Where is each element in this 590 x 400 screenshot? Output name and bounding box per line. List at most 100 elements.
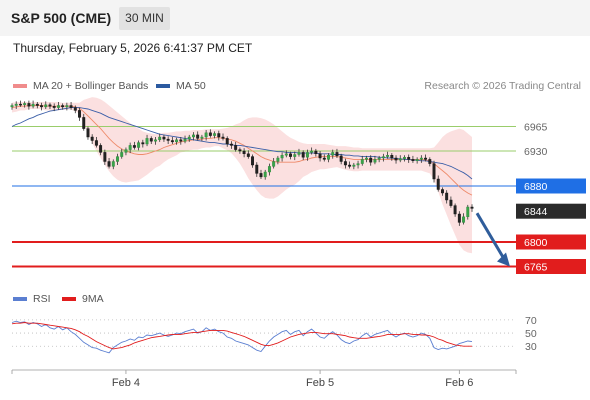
candle-body <box>166 138 170 141</box>
candle-body <box>436 178 440 190</box>
rsi-ma9-line <box>11 322 472 350</box>
candle-body <box>352 164 356 167</box>
candle-body <box>90 136 94 141</box>
candle-body <box>356 163 360 166</box>
legend-ma50-label: MA 50 <box>176 80 206 92</box>
candle-body <box>65 105 69 108</box>
candle-body <box>369 157 373 163</box>
last-price-tag <box>516 203 586 219</box>
candle-body <box>403 157 406 159</box>
candle-body <box>154 139 157 142</box>
candle-body <box>217 133 221 138</box>
time-label-Feb 4: Feb 4 <box>112 377 140 389</box>
level-tag-6765 <box>516 259 586 274</box>
timeframe-button[interactable]: 30 MIN <box>119 7 170 30</box>
candle-body <box>314 150 318 154</box>
candle-body <box>335 152 339 157</box>
candle-body <box>407 157 411 160</box>
candle-body <box>35 103 39 106</box>
candle-body <box>255 164 259 174</box>
candle-body <box>94 140 98 146</box>
candle-body <box>145 138 149 145</box>
candle-body <box>175 139 179 143</box>
candle-body <box>432 163 436 180</box>
candle-body <box>18 103 22 106</box>
candle-body <box>267 166 271 173</box>
candle-body <box>187 136 191 140</box>
candle-body <box>305 152 309 158</box>
bollinger-swatch <box>13 84 27 88</box>
candle-body <box>365 157 368 160</box>
candle-body <box>116 156 119 162</box>
candle-body <box>457 213 461 223</box>
projection-arrow-head <box>497 252 510 267</box>
instrument-title: S&P 500 (CME) <box>11 10 112 26</box>
candle-body <box>107 161 111 167</box>
candle-body <box>48 104 52 107</box>
candle-body <box>343 161 347 166</box>
rsi-level-label-50: 50 <box>525 328 537 340</box>
candle-body <box>398 158 402 161</box>
candle-body <box>310 150 314 153</box>
projection-arrow-shaft <box>475 212 507 262</box>
candle-body <box>208 132 212 136</box>
legend-ma9: 9MA <box>62 293 104 305</box>
candle-body <box>52 105 56 108</box>
candle-body <box>441 189 444 194</box>
candle-body <box>31 103 35 107</box>
rsi-swatch <box>13 297 27 301</box>
candle-body <box>170 140 174 143</box>
candle-body <box>86 128 90 138</box>
time-label-Feb 6: Feb 6 <box>445 377 473 389</box>
rsi-line <box>11 320 473 354</box>
candle-body <box>301 152 305 158</box>
last-price-label: 6844 <box>524 206 548 218</box>
candle-body <box>238 149 242 152</box>
candle-body <box>120 152 124 157</box>
candle-body <box>449 199 453 206</box>
level-label-6765: 6765 <box>524 262 548 274</box>
candle-body <box>348 164 352 167</box>
candle-body <box>242 150 246 154</box>
candle-body <box>339 155 343 162</box>
candle-body <box>453 205 457 215</box>
level-tag-6880 <box>516 178 586 194</box>
candle-body <box>192 134 195 138</box>
candle-body <box>56 105 60 108</box>
candle-body <box>204 132 208 138</box>
candle-body <box>44 104 48 108</box>
candle-body <box>466 206 470 218</box>
candle-body <box>162 136 166 140</box>
candle-body <box>424 157 428 160</box>
candle-body <box>259 173 263 178</box>
candle-body <box>246 153 250 157</box>
candle-body <box>82 117 86 129</box>
candle-body <box>221 136 225 139</box>
candle-body <box>69 105 73 108</box>
timestamp: Thursday, February 5, 2026 6:41:37 PM CE… <box>13 41 253 55</box>
level-tag-6800 <box>516 234 586 250</box>
candle-body <box>394 157 398 161</box>
candle-body <box>293 154 297 157</box>
candle-body <box>213 133 217 136</box>
legend-ma9-label: 9MA <box>82 293 104 305</box>
candle-body <box>327 154 330 160</box>
rsi-level-label-30: 30 <box>525 341 537 353</box>
candle-body <box>470 206 474 209</box>
legend-bollinger: MA 20 + Bollinger Bands <box>13 80 148 92</box>
level-label-6930: 6930 <box>524 146 548 158</box>
candle-body <box>14 103 18 106</box>
candle-body <box>225 138 229 145</box>
candle-body <box>73 107 77 111</box>
candle-body <box>318 153 322 159</box>
top-bar: S&P 500 (CME) 30 MIN <box>0 0 590 36</box>
candle-body <box>322 157 326 160</box>
candle-body <box>234 145 238 150</box>
candle-body <box>428 159 432 164</box>
candle-body <box>280 154 284 159</box>
candle-body <box>373 159 377 163</box>
candle-body <box>276 157 280 162</box>
level-label-6800: 6800 <box>524 237 548 249</box>
candle-body <box>111 161 115 167</box>
